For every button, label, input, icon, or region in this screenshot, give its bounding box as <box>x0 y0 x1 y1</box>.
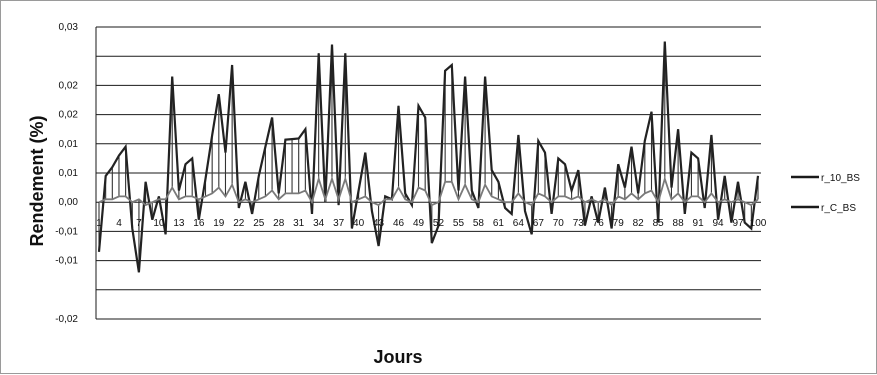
y-axis-title: Rendement (%) <box>27 115 47 246</box>
legend-label: r_10_BS <box>821 173 860 184</box>
y-tick-label: 0,03 <box>59 22 79 33</box>
y-tick-label: -0,01 <box>55 256 78 267</box>
x-tick-label: 22 <box>233 218 245 229</box>
x-tick-label: 94 <box>712 218 724 229</box>
x-tick-label: 58 <box>473 218 485 229</box>
x-tick-label: 73 <box>573 218 585 229</box>
x-tick-label: 61 <box>493 218 505 229</box>
x-tick-label: 10 <box>153 218 165 229</box>
y-tick-label: 0,00 <box>59 197 79 208</box>
legend-label: r_C_BS <box>821 203 856 214</box>
x-tick-label: 67 <box>533 218 545 229</box>
x-tick-label: 4 <box>116 218 122 229</box>
x-tick-label: 31 <box>293 218 305 229</box>
series-lines <box>97 41 760 273</box>
y-tick-labels: 0,03 0,02 0,02 0,01 0,01 0,00 -0,01 -0,01 -0,02 <box>55 22 78 325</box>
x-tick-label: 37 <box>333 218 345 229</box>
x-axis-title: Jours <box>373 347 422 367</box>
x-tick-label: 1 <box>96 218 102 229</box>
y-tick-label: 0,02 <box>59 80 79 91</box>
x-tick-label: 55 <box>453 218 465 229</box>
series-line-r_10_BS <box>97 41 760 273</box>
x-tick-label: 16 <box>193 218 205 229</box>
x-tick-label: 13 <box>173 218 185 229</box>
x-tick-label: 34 <box>313 218 325 229</box>
x-tick-labels: 1 4 7 10 13 16 19 22 25 28 31 34 37 40 43 46 49 52 55 58 61 6… <box>96 218 767 229</box>
y-tick-label: 0,01 <box>59 139 79 150</box>
x-tick-label: 100 <box>750 218 767 229</box>
x-tick-label: 70 <box>553 218 565 229</box>
x-tick-label: 79 <box>613 218 625 229</box>
x-tick-label: 97 <box>732 218 744 229</box>
x-tick-label: 46 <box>393 218 405 229</box>
y-tick-label: 0,02 <box>59 110 79 121</box>
x-tick-label: 76 <box>593 218 605 229</box>
x-tick-label: 25 <box>253 218 265 229</box>
y-tick-label: -0,01 <box>55 226 78 237</box>
x-tick-label: 82 <box>633 218 645 229</box>
x-tick-label: 40 <box>353 218 365 229</box>
x-tick-label: 64 <box>513 218 525 229</box>
series-line-r_C_BS <box>98 175 759 207</box>
legend: r_10_BS r_C_BS <box>791 173 860 214</box>
x-tick-label: 19 <box>213 218 225 229</box>
x-tick-label: 43 <box>373 218 385 229</box>
y-tick-label: 0,01 <box>59 168 79 179</box>
y-tick-label: -0,02 <box>55 314 78 325</box>
x-tick-label: 7 <box>136 218 142 229</box>
x-tick-label: 28 <box>273 218 285 229</box>
x-tick-label: 88 <box>673 218 685 229</box>
x-tick-label: 52 <box>433 218 445 229</box>
x-tick-label: 91 <box>693 218 705 229</box>
x-tick-label: 85 <box>653 218 665 229</box>
x-tick-label: 49 <box>413 218 425 229</box>
